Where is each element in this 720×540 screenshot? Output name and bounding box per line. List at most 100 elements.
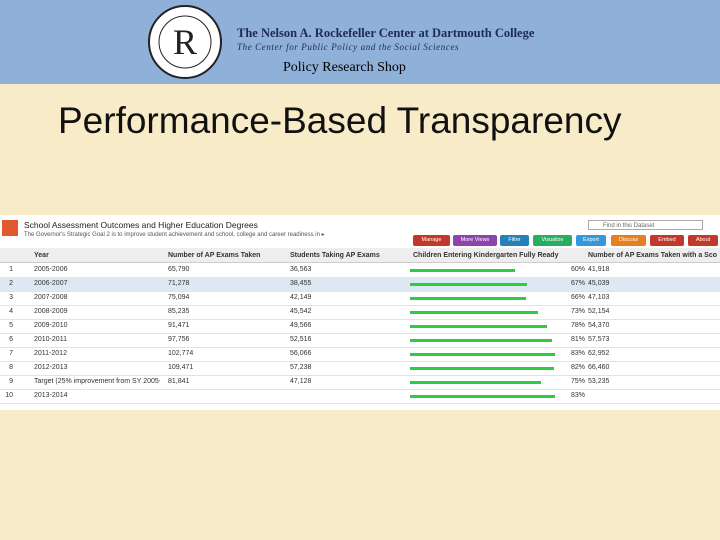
- toolbar-button[interactable]: More Views: [453, 235, 497, 246]
- table-cell: 2011-2012: [34, 350, 67, 357]
- readiness-label: 66%: [570, 294, 585, 301]
- readiness-bar: [410, 381, 542, 384]
- toolbar-button[interactable]: About: [688, 235, 718, 246]
- toolbar-button[interactable]: Visualize: [533, 235, 572, 246]
- readiness-label: 75%: [570, 378, 585, 385]
- table-cell: 54,370: [588, 322, 610, 329]
- row-number: 5: [9, 322, 13, 329]
- table-row: [0, 361, 720, 376]
- logo-letter: R: [173, 22, 197, 62]
- column-header: Year: [34, 252, 49, 259]
- table-cell: 2006-2007: [34, 280, 68, 287]
- table-cell: 91,471: [168, 322, 190, 329]
- dataset-title: School Assessment Outcomes and Higher Ed…: [24, 220, 258, 230]
- center-subtitle: The Center for Public Policy and the Soc…: [237, 42, 460, 52]
- readiness-bar: [410, 367, 554, 370]
- dataset-description: The Governor's Strategic Goal 2 is to im…: [24, 232, 325, 238]
- table-cell: 71,278: [168, 280, 190, 287]
- center-name: The Nelson A. Rockefeller Center at Dart…: [237, 26, 535, 40]
- slide-title: Performance-Based Transparency: [58, 100, 622, 141]
- readiness-label: 82%: [570, 364, 585, 371]
- table-row: [0, 277, 720, 292]
- table-cell: 66,460: [588, 364, 610, 371]
- table-cell: 2007-2008: [34, 294, 68, 301]
- table-cell: 49,566: [290, 322, 312, 329]
- readiness-bar: [410, 325, 547, 328]
- table-row: [0, 333, 720, 348]
- header-band: R The Nelson A. Rockefeller Center at Da…: [0, 0, 720, 84]
- readiness-bar: [410, 311, 538, 314]
- readiness-label: 83%: [570, 350, 585, 357]
- readiness-label: 60%: [570, 266, 585, 273]
- table-cell: 62,952: [588, 350, 610, 357]
- row-number: 10: [5, 392, 13, 399]
- column-header: Students Taking AP Exams: [290, 252, 380, 259]
- column-header: Number of AP Exams Taken: [168, 252, 261, 259]
- table-cell: 81,841: [168, 378, 190, 385]
- table-cell: 57,573: [588, 336, 610, 343]
- column-header-row: [0, 248, 720, 263]
- table-cell: 52,516: [290, 336, 312, 343]
- table-cell: 38,455: [290, 280, 312, 287]
- row-number: 3: [9, 294, 13, 301]
- row-number: 7: [9, 350, 13, 357]
- table-cell: 53,235: [588, 378, 610, 385]
- readiness-bar: [410, 353, 556, 356]
- screenshot: School Assessment Outcomes and Higher Ed…: [0, 215, 720, 410]
- readiness-label: 81%: [570, 336, 585, 343]
- table-row: [0, 305, 720, 320]
- readiness-bar: [410, 297, 526, 300]
- search-box[interactable]: Find in this Dataset: [588, 220, 703, 230]
- table-row: [0, 375, 720, 390]
- table-cell: 47,103: [588, 294, 610, 301]
- table-cell: 2010-2011: [34, 336, 67, 343]
- table-cell: 2005-2006: [34, 266, 68, 273]
- table-cell: 57,238: [290, 364, 312, 371]
- column-header: Children Entering Kindergarten Fully Rea…: [413, 252, 559, 259]
- row-number: 2: [9, 280, 13, 287]
- table-cell: 65,790: [168, 266, 190, 273]
- readiness-label: 73%: [570, 308, 585, 315]
- table-cell: 85,235: [168, 308, 190, 315]
- table-cell: 2013-2014: [34, 392, 68, 399]
- table-cell: 2012-2013: [34, 364, 68, 371]
- table-cell: 42,149: [290, 294, 312, 301]
- readiness-bar: [410, 395, 556, 398]
- readiness-label: 83%: [570, 392, 585, 399]
- table-row: [0, 319, 720, 334]
- dataset-icon: [2, 220, 18, 236]
- table-cell: 47,128: [290, 378, 312, 385]
- table-cell: Target (25% improvement from SY 2005-20: [34, 378, 160, 385]
- table-cell: 52,154: [588, 308, 610, 315]
- readiness-bar: [410, 269, 515, 272]
- table-cell: 97,756: [168, 336, 190, 343]
- toolbar-button[interactable]: Embed: [650, 235, 684, 246]
- table-cell: 2008-2009: [34, 308, 68, 315]
- table-cell: 45,039: [588, 280, 610, 287]
- row-number: 8: [9, 364, 13, 371]
- table-cell: 102,774: [168, 350, 194, 357]
- table-row: [0, 389, 720, 404]
- row-number: 1: [9, 266, 13, 273]
- readiness-label: 67%: [570, 280, 585, 287]
- shop-name: Policy Research Shop: [283, 60, 406, 75]
- table-cell: 36,563: [290, 266, 312, 273]
- table-cell: 75,094: [168, 294, 190, 301]
- table-cell: 41,918: [588, 266, 610, 273]
- row-number: 6: [9, 336, 13, 343]
- table-row: [0, 347, 720, 362]
- logo: R: [148, 5, 222, 79]
- toolbar-button[interactable]: Discuss: [611, 235, 646, 246]
- readiness-bar: [410, 339, 552, 342]
- table-cell: 2009-2010: [34, 322, 68, 329]
- table-row: [0, 291, 720, 306]
- row-number: 4: [9, 308, 13, 315]
- row-number: 9: [9, 378, 13, 385]
- toolbar-button[interactable]: Export: [576, 235, 606, 246]
- toolbar-button[interactable]: Manage: [413, 235, 450, 246]
- table-cell: 56,066: [290, 350, 312, 357]
- table-cell: 109,471: [168, 364, 194, 371]
- toolbar-button[interactable]: Filter: [500, 235, 529, 246]
- readiness-label: 78%: [570, 322, 585, 329]
